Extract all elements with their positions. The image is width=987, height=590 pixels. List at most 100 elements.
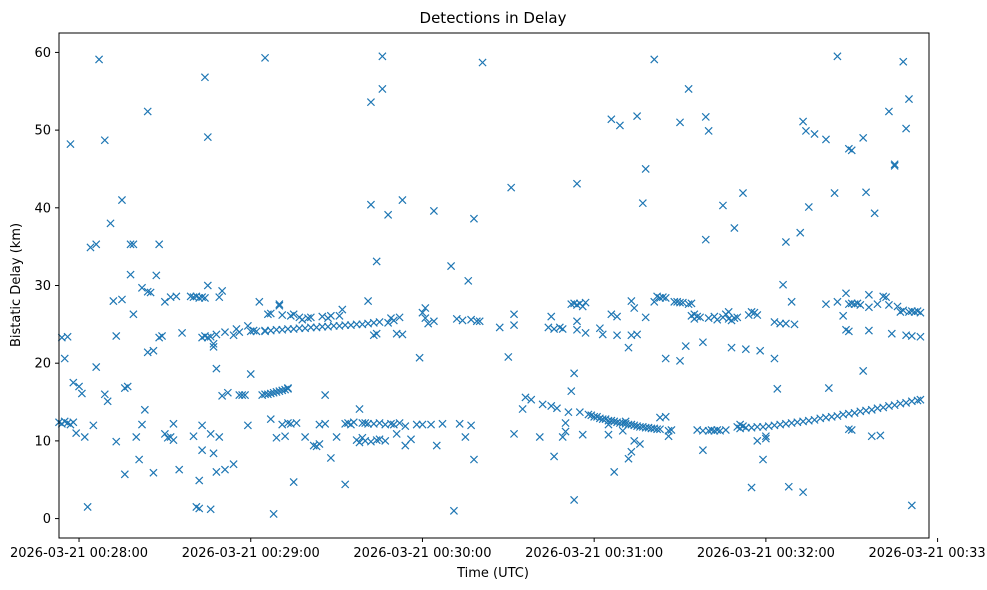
data-point-marker [510, 310, 519, 319]
data-point-marker [713, 425, 722, 435]
data-point-marker [269, 509, 278, 518]
data-point-marker [547, 401, 556, 410]
data-point-marker [306, 313, 315, 322]
data-point-marker [779, 280, 788, 289]
data-point-marker [220, 465, 230, 474]
data-point-marker [398, 196, 407, 205]
data-point-marker [63, 332, 72, 341]
data-point-marker [395, 418, 404, 428]
data-point-marker [355, 438, 364, 447]
data-point-marker [438, 419, 447, 428]
y-tick-label: 30 [34, 279, 51, 294]
data-point-marker [618, 426, 627, 435]
data-point-marker [372, 329, 381, 338]
data-point-marker [790, 320, 799, 329]
data-point-marker [810, 129, 819, 139]
data-point-marker [704, 314, 713, 323]
data-point-marker [873, 300, 882, 309]
data-point-marker [661, 293, 670, 302]
data-point-marker [667, 425, 676, 435]
data-point-marker [92, 240, 101, 249]
data-point-marker [847, 299, 856, 308]
data-point-marker [710, 426, 719, 435]
data-point-marker [907, 307, 916, 316]
data-point-marker [633, 330, 642, 339]
data-point-marker [756, 346, 765, 355]
data-point-marker [610, 467, 619, 476]
data-point-marker [243, 321, 252, 330]
data-markers [54, 52, 925, 518]
data-point-marker [112, 331, 121, 341]
data-point-marker [283, 324, 292, 334]
data-point-marker [375, 317, 384, 327]
data-point-marker [630, 421, 639, 430]
data-point-marker [641, 313, 650, 322]
data-point-marker [129, 310, 138, 319]
data-point-marker [66, 140, 75, 149]
data-point-marker [758, 455, 768, 464]
data-point-marker [833, 297, 842, 306]
data-point-marker [907, 501, 916, 510]
data-point-marker [100, 136, 109, 145]
data-point-marker [867, 432, 876, 441]
x-axis-title: Time (UTC) [456, 566, 529, 581]
data-point-marker [804, 203, 813, 212]
data-point-marker [212, 330, 221, 339]
data-point-marker [478, 58, 487, 67]
data-point-marker [867, 405, 876, 414]
data-point-marker [544, 323, 553, 332]
data-point-marker [266, 389, 275, 398]
data-point-marker [595, 324, 604, 333]
data-point-marker [701, 112, 710, 121]
data-point-marker [610, 417, 619, 426]
data-point-marker [135, 455, 144, 464]
data-point-marker [887, 329, 896, 338]
data-point-marker [613, 331, 622, 340]
data-point-marker [143, 107, 152, 116]
data-point-marker [884, 107, 893, 116]
data-point-marker [429, 317, 438, 326]
y-tick-label: 50 [34, 124, 51, 139]
data-point-marker [799, 117, 808, 126]
data-point-marker [693, 312, 702, 321]
data-point-marker [701, 235, 710, 244]
data-point-marker [638, 199, 647, 208]
data-point-marker [140, 405, 149, 414]
data-point-marker [355, 405, 364, 414]
data-point-marker [753, 422, 762, 431]
data-point-marker [418, 420, 427, 429]
data-point-marker [475, 317, 484, 326]
data-point-marker [69, 378, 78, 387]
data-point-marker [547, 312, 556, 321]
data-point-marker [864, 326, 873, 335]
data-point-marker [364, 297, 373, 306]
data-point-marker [833, 52, 842, 61]
data-point-marker [375, 435, 384, 444]
data-point-marker [859, 133, 868, 142]
data-point-marker [329, 321, 338, 330]
data-point-marker [246, 327, 255, 336]
data-point-marker [215, 432, 224, 442]
data-point-marker [432, 441, 441, 450]
data-point-marker [916, 332, 925, 341]
data-point-marker [292, 418, 301, 428]
data-point-marker [581, 328, 590, 337]
data-point-marker [844, 327, 853, 336]
data-point-marker [261, 53, 270, 62]
data-point-marker [787, 297, 796, 306]
data-point-marker [698, 446, 707, 455]
data-point-marker [341, 480, 350, 489]
data-point-marker [584, 410, 593, 419]
data-point-marker [510, 321, 519, 330]
data-point-marker [604, 420, 613, 429]
data-point-marker [106, 219, 115, 228]
data-point-marker [876, 431, 885, 440]
data-point-marker [275, 300, 284, 309]
y-tick-label: 10 [34, 434, 51, 449]
data-point-marker [198, 293, 207, 302]
x-tick-label: 2026-03-21 00:33:00 [869, 546, 987, 561]
data-point-marker [864, 290, 873, 299]
data-point-marker [469, 214, 478, 223]
data-point-marker [172, 292, 181, 301]
